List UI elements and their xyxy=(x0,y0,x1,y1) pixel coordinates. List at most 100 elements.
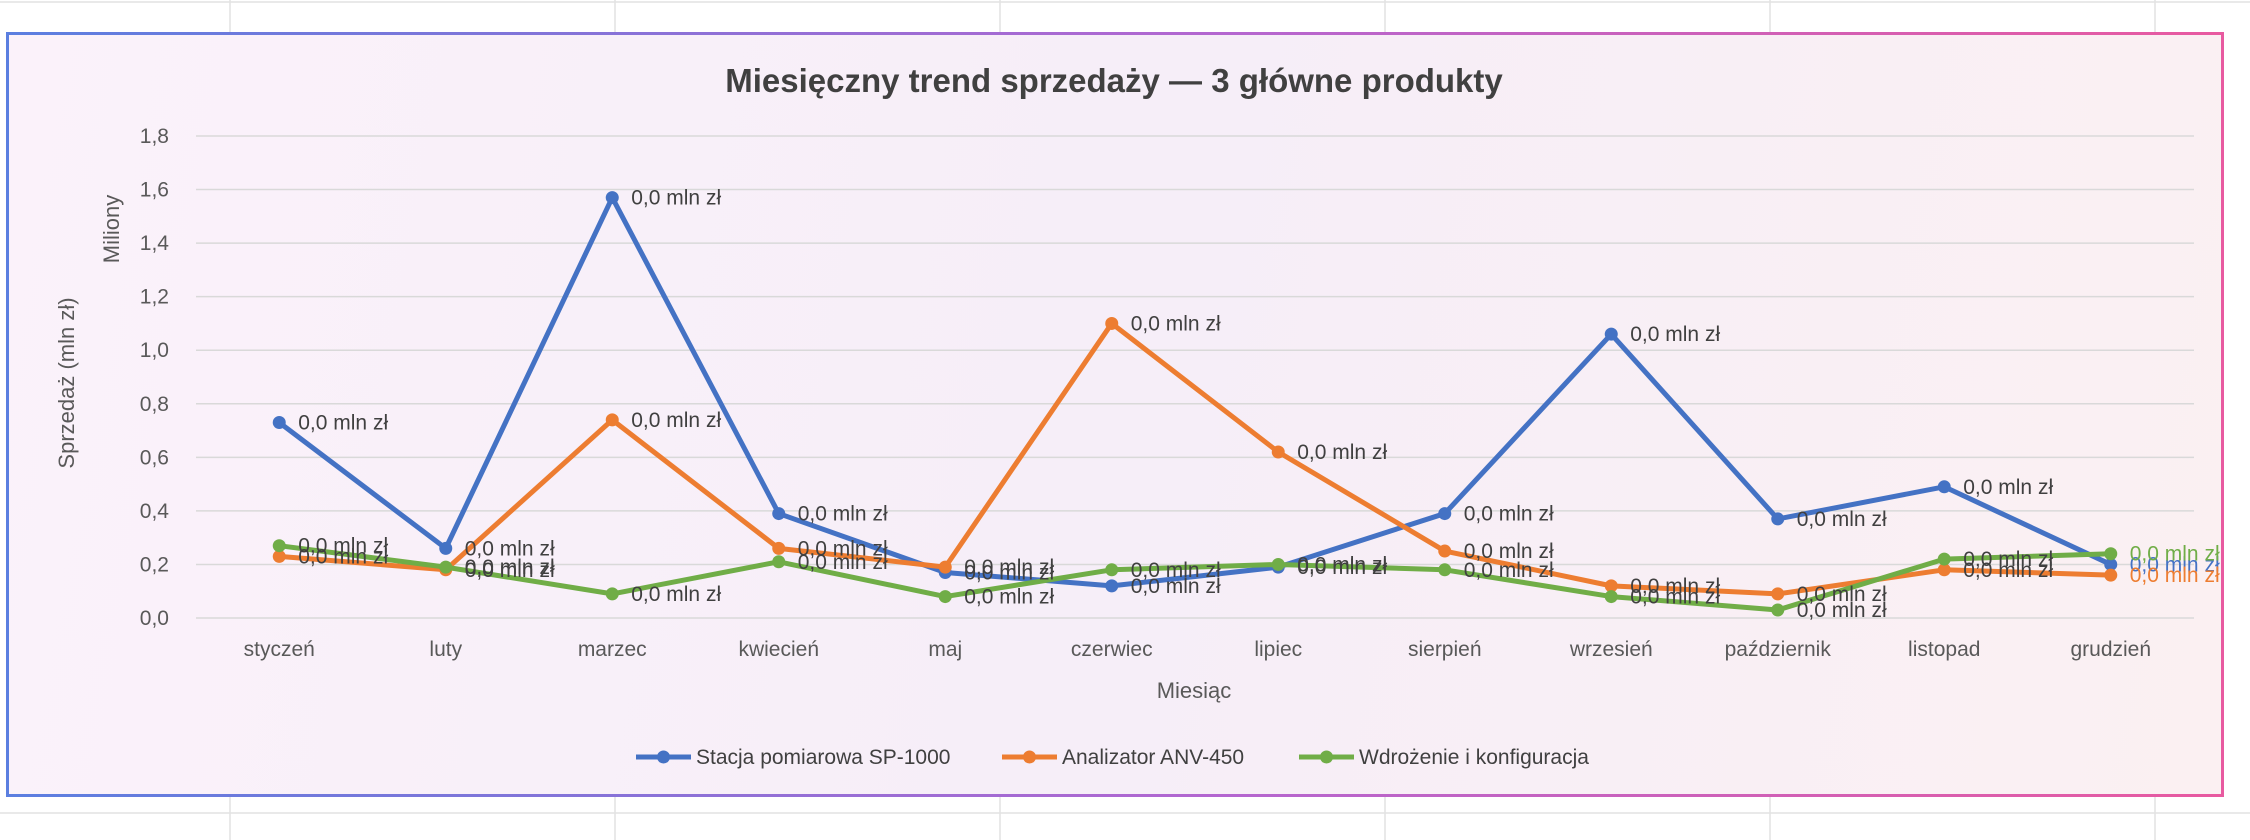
y-tick-label: 0,4 xyxy=(140,500,170,523)
data-point[interactable] xyxy=(1937,563,1951,577)
data-label: 0,0 mln zł xyxy=(1963,548,2053,571)
legend-marker xyxy=(1023,750,1036,764)
data-label: 0,0 mln zł xyxy=(465,556,555,579)
data-label: 0,0 mln zł xyxy=(964,561,1054,584)
data-label: 0,0 mln zł xyxy=(1464,540,1554,563)
data-label: 0,0 mln zł xyxy=(631,409,721,432)
legend-item[interactable]: Stacja pomiarowa SP-1000 xyxy=(636,746,950,769)
data-point[interactable] xyxy=(1105,579,1119,593)
data-point[interactable] xyxy=(1438,544,1452,558)
data-point[interactable] xyxy=(772,507,786,521)
y-tick-label: 0,0 xyxy=(140,607,169,630)
data-label: 0,0 mln zł xyxy=(1297,553,1387,576)
data-label: 0,0 mln zł xyxy=(964,586,1054,609)
data-label: 0,0 mln zł xyxy=(465,537,555,560)
data-point[interactable] xyxy=(272,416,286,430)
data-point[interactable] xyxy=(1771,603,1785,617)
x-tick-label: październik xyxy=(1725,638,1832,661)
y-tick-label: 1,6 xyxy=(140,179,169,202)
line-chart: 0,0 0,2 0,4 0,6 0,8 1,0 1,2 1,4 1,6 1,8 styczeń lu… xyxy=(54,62,2220,769)
data-label: 0,0 mln zł xyxy=(1630,575,1720,598)
y-tick-label: 1,0 xyxy=(140,339,169,362)
series-1[interactable] xyxy=(272,191,2118,593)
data-point[interactable] xyxy=(1937,480,1951,494)
series-3[interactable] xyxy=(272,539,2118,617)
x-tick-label: lipiec xyxy=(1254,638,1302,661)
data-point[interactable] xyxy=(605,413,619,427)
series-lines xyxy=(272,191,2118,617)
data-point[interactable] xyxy=(938,590,952,604)
data-label: 0,0 mln zł xyxy=(798,537,888,560)
data-point[interactable] xyxy=(1438,507,1452,521)
x-tick-label: grudzień xyxy=(2070,638,2151,661)
series-line[interactable] xyxy=(279,320,2111,597)
data-point[interactable] xyxy=(2104,547,2118,561)
legend-label: Wdrożenie i konfiguracja xyxy=(1359,746,1589,769)
data-label: 0,0 mln zł xyxy=(298,545,388,568)
x-tick-label: listopad xyxy=(1908,638,1980,661)
x-tick-label: maj xyxy=(928,638,962,661)
data-point[interactable] xyxy=(272,549,286,563)
legend-label: Analizator ANV-450 xyxy=(1062,746,1244,769)
data-point[interactable] xyxy=(1271,445,1285,459)
data-label: 0,0 mln zł xyxy=(631,583,721,606)
data-point[interactable] xyxy=(439,541,453,555)
data-point[interactable] xyxy=(272,539,286,553)
y-axis-ticks: 0,0 0,2 0,4 0,6 0,8 1,0 1,2 1,4 1,6 1,8 xyxy=(140,125,170,630)
data-point[interactable] xyxy=(2104,557,2118,571)
data-label: 0,0 mln zł xyxy=(1630,323,1720,346)
series-2[interactable] xyxy=(272,316,2118,601)
data-point[interactable] xyxy=(605,191,619,205)
chart-title: Miesięczny trend sprzedaży — 3 główne pr… xyxy=(725,62,1503,99)
data-label: 0,0 mln zł xyxy=(1630,586,1720,609)
data-label: 0,0 mln zł xyxy=(1131,575,1221,598)
data-point[interactable] xyxy=(1771,512,1785,526)
series-line[interactable] xyxy=(278,543,2111,613)
data-point[interactable] xyxy=(1105,316,1119,330)
x-tick-label: sierpień xyxy=(1408,638,1482,661)
data-point[interactable] xyxy=(1271,557,1285,571)
data-label: 0,0 mln zł xyxy=(1297,441,1387,464)
y-tick-label: 0,2 xyxy=(140,553,169,576)
data-label: 0,0 mln zł xyxy=(1464,503,1554,526)
legend-item[interactable]: Analizator ANV-450 xyxy=(1002,746,1244,769)
data-point[interactable] xyxy=(439,560,453,574)
data-point[interactable] xyxy=(2104,568,2118,582)
x-tick-label: styczeń xyxy=(244,638,315,661)
legend-item[interactable]: Wdrożenie i konfiguracja xyxy=(1299,746,1589,769)
y-tick-label: 0,6 xyxy=(140,446,169,469)
data-point[interactable] xyxy=(1604,327,1618,341)
data-point[interactable] xyxy=(1604,590,1618,604)
legend-label: Stacja pomiarowa SP-1000 xyxy=(696,746,950,769)
y-tick-label: 0,8 xyxy=(140,393,169,416)
data-point[interactable] xyxy=(938,560,952,574)
data-point[interactable] xyxy=(1438,563,1452,577)
data-point[interactable] xyxy=(1771,587,1785,601)
data-label: 0,0 mln zł xyxy=(1464,559,1554,582)
data-point[interactable] xyxy=(772,541,786,555)
y-tick-label: 1,8 xyxy=(140,125,169,148)
x-tick-label: czerwiec xyxy=(1071,638,1153,661)
series-line[interactable] xyxy=(277,195,2112,589)
data-point[interactable] xyxy=(1937,552,1951,566)
display-units-label: Miliony xyxy=(99,195,124,263)
data-point[interactable] xyxy=(605,587,619,601)
x-tick-label: wrzesień xyxy=(1569,638,1653,661)
data-label: 0,0 mln zł xyxy=(1131,559,1221,582)
data-point[interactable] xyxy=(1105,563,1119,577)
x-tick-label: kwiecień xyxy=(738,638,819,661)
data-label: 0,0 mln zł xyxy=(298,412,388,435)
data-label: 0,0 mln zł xyxy=(1131,312,1221,335)
data-point[interactable] xyxy=(1604,579,1618,593)
chart-area[interactable]: 0,0 0,2 0,4 0,6 0,8 1,0 1,2 1,4 1,6 1,8 styczeń lu… xyxy=(6,32,2224,797)
data-label: 0,0 mln zł xyxy=(1297,556,1387,579)
data-label: 0,0 mln zł xyxy=(2130,564,2220,587)
data-label: 0,0 mln zł xyxy=(798,551,888,574)
data-point[interactable] xyxy=(772,555,786,569)
y-axis-title: Sprzedaż (mln zł) xyxy=(54,297,79,468)
data-label: 0,0 mln zł xyxy=(298,535,388,558)
data-label: 0,0 mln zł xyxy=(1797,508,1887,531)
legend-marker xyxy=(1320,750,1333,764)
y-tick-label: 1,2 xyxy=(140,286,169,309)
x-axis-ticks: styczeń luty marzec kwiecień maj czerwiec lipi… xyxy=(244,638,2151,661)
